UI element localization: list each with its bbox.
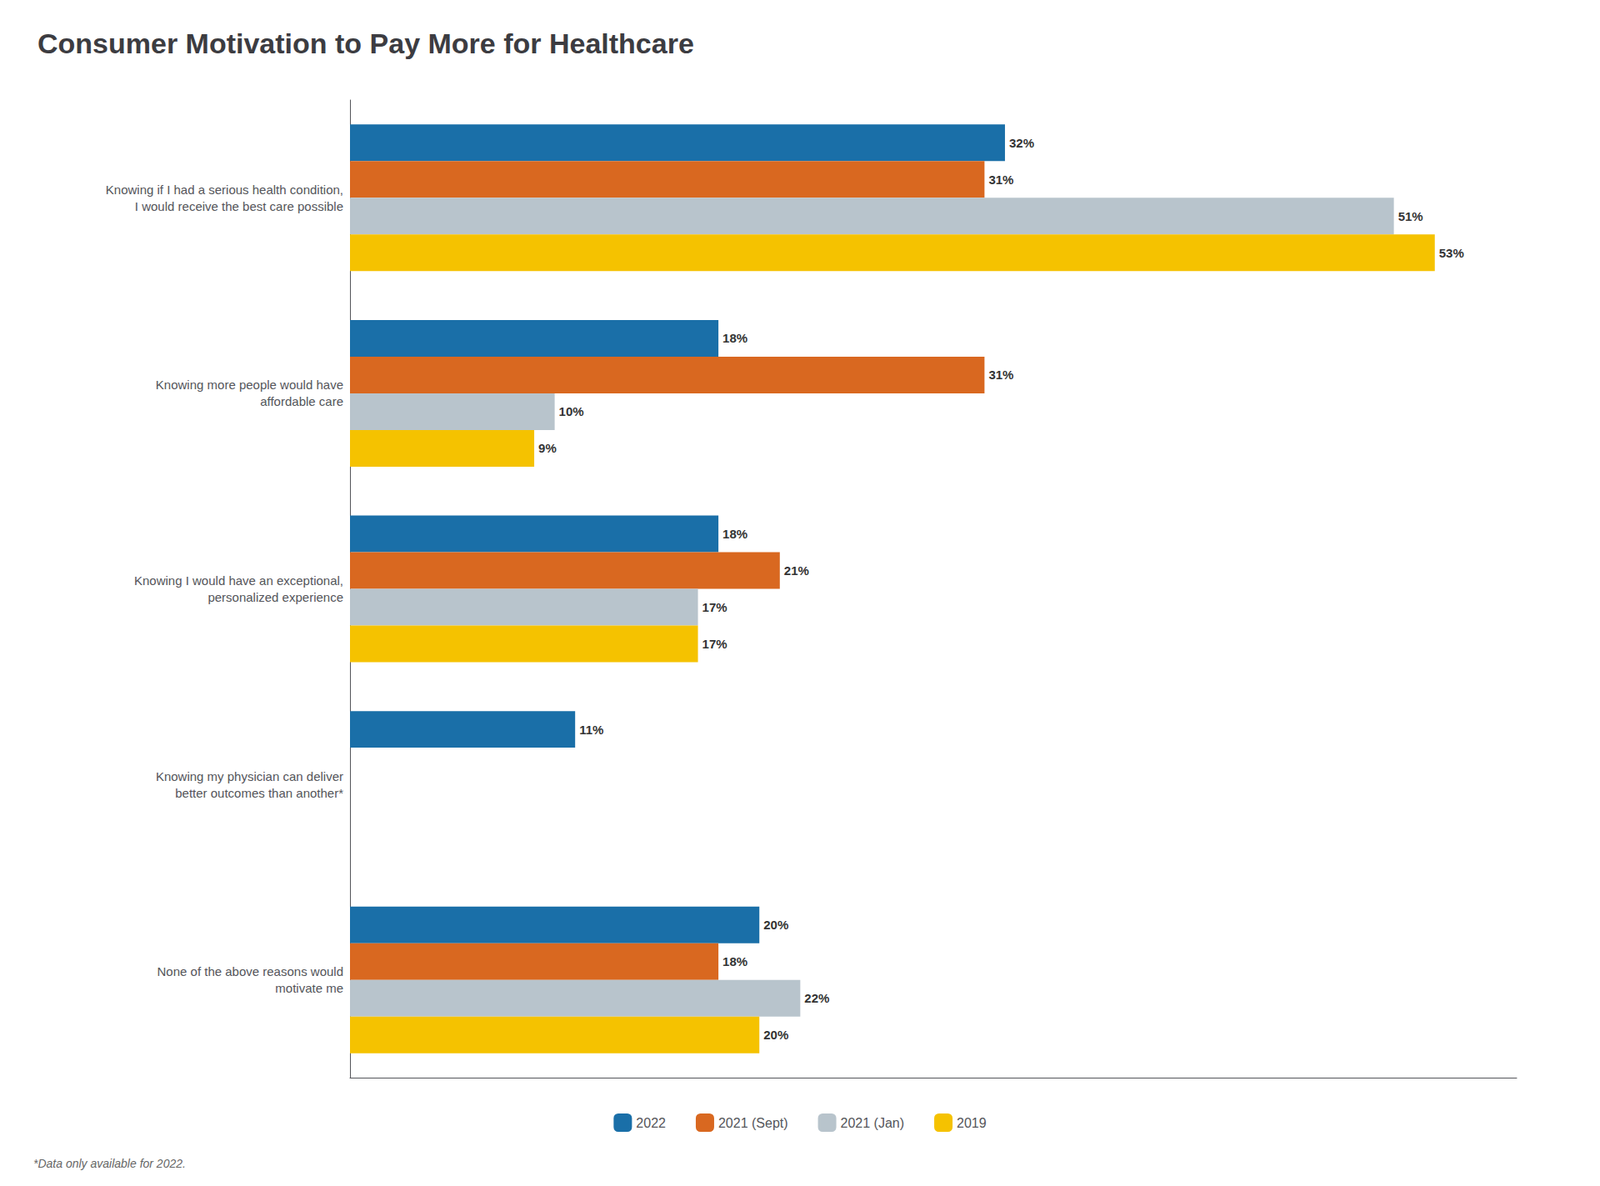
svg-text:better outcomes than another*: better outcomes than another* — [175, 785, 344, 800]
svg-text:Knowing if I had a serious hea: Knowing if I had a serious health condit… — [105, 182, 344, 197]
svg-text:motivate me: motivate me — [275, 980, 344, 995]
svg-text:2021 (Sept): 2021 (Sept) — [718, 1115, 789, 1130]
svg-text:18%: 18% — [722, 954, 748, 969]
svg-text:2019: 2019 — [956, 1115, 987, 1130]
svg-text:20%: 20% — [763, 1027, 789, 1042]
svg-text:*Data only available for 2022.: *Data only available for 2022. — [33, 1156, 186, 1170]
svg-text:32%: 32% — [1009, 135, 1035, 150]
svg-text:31%: 31% — [988, 172, 1014, 187]
svg-text:31%: 31% — [988, 367, 1014, 382]
svg-text:Knowing my physician can deliv: Knowing my physician can deliver — [155, 769, 344, 784]
svg-text:51%: 51% — [1398, 209, 1424, 224]
svg-text:None of the above reasons woul: None of the above reasons would — [157, 964, 344, 979]
svg-text:9%: 9% — [538, 440, 557, 455]
svg-text:2021 (Jan): 2021 (Jan) — [840, 1115, 905, 1130]
svg-text:Knowing I would have an except: Knowing I would have an exceptional, — [134, 573, 344, 588]
svg-text:affordable care: affordable care — [260, 394, 344, 409]
svg-text:personalized experience: personalized experience — [207, 590, 344, 605]
svg-text:17%: 17% — [702, 636, 728, 651]
svg-text:I would receive the best care: I would receive the best care possible — [135, 199, 344, 214]
svg-text:Consumer Motivation to Pay Mor: Consumer Motivation to Pay More for Heal… — [37, 27, 695, 60]
svg-text:22%: 22% — [804, 990, 830, 1005]
svg-text:10%: 10% — [559, 404, 585, 419]
svg-text:53%: 53% — [1439, 245, 1465, 260]
svg-text:18%: 18% — [722, 330, 748, 345]
svg-text:17%: 17% — [702, 600, 728, 615]
svg-text:Knowing more people would have: Knowing more people would have — [155, 377, 344, 392]
svg-text:2022: 2022 — [635, 1115, 666, 1130]
svg-text:21%: 21% — [784, 563, 810, 578]
svg-text:20%: 20% — [763, 917, 789, 932]
svg-text:11%: 11% — [579, 722, 604, 737]
svg-text:18%: 18% — [722, 526, 748, 541]
